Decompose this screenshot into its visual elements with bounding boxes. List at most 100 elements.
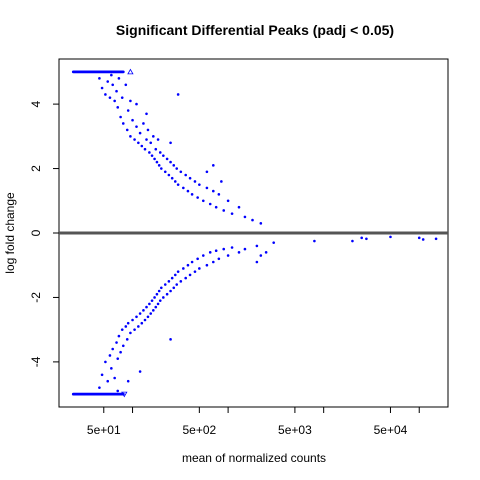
- data-point: [148, 302, 151, 306]
- data-point: [222, 209, 226, 212]
- data-point: [186, 263, 190, 267]
- data-point: [160, 167, 163, 170]
- data-point: [169, 289, 172, 293]
- data-point: [157, 289, 161, 293]
- data-point: [104, 360, 107, 364]
- y-axis-label: log fold change: [3, 192, 17, 274]
- data-point: [259, 222, 263, 225]
- y-axis: -4 -2 0 2 4: [29, 100, 59, 367]
- data-point: [121, 344, 125, 348]
- data-point: [108, 354, 112, 357]
- data-point: [150, 154, 154, 157]
- data-point: [146, 128, 150, 132]
- data-point: [138, 312, 142, 315]
- x-tick-label: 5e+01: [87, 423, 121, 437]
- data-point: [110, 73, 113, 77]
- data-point: [212, 164, 215, 167]
- data-point: [193, 270, 197, 273]
- data-point: [272, 241, 276, 244]
- data-point: [188, 273, 192, 277]
- data-point: [190, 193, 194, 196]
- data-point: [108, 96, 112, 99]
- data-point: [152, 135, 155, 138]
- data-point: [186, 189, 190, 193]
- y-tick-label: -2: [29, 292, 43, 303]
- data-point: [230, 246, 234, 249]
- data-point: [163, 283, 167, 286]
- data-point: [133, 138, 136, 141]
- data-point: [170, 176, 174, 180]
- data-point: [111, 83, 115, 87]
- data-point: [111, 347, 115, 351]
- data-point: [154, 147, 158, 151]
- data-point: [243, 215, 247, 219]
- data-point: [198, 183, 201, 186]
- data-point: [119, 350, 122, 354]
- data-point: [201, 254, 205, 257]
- data-point: [165, 157, 169, 161]
- x-tick-label: 5e+04: [374, 423, 408, 437]
- data-point: [145, 305, 148, 309]
- data-point: [143, 147, 147, 151]
- data-point: [176, 183, 180, 186]
- data-point: [135, 125, 138, 128]
- data-point: [116, 357, 120, 360]
- data-point: [360, 236, 363, 240]
- data-point: [149, 141, 153, 145]
- data-point: [205, 186, 209, 190]
- data-point: [152, 309, 155, 312]
- data-point: [201, 199, 205, 203]
- data-point: [237, 251, 241, 254]
- data-point: [208, 202, 212, 206]
- data-point: [135, 102, 138, 106]
- data-point: [110, 367, 113, 370]
- data-point: [131, 118, 134, 122]
- data-point: [98, 77, 101, 80]
- y-tick-label: 0: [29, 229, 43, 236]
- data-point: [434, 237, 438, 241]
- data-point: [145, 138, 148, 141]
- data-point: [142, 122, 145, 125]
- data-point: [176, 270, 180, 273]
- data-point: [158, 299, 162, 302]
- data-point: [115, 89, 118, 93]
- data-point: [163, 170, 167, 174]
- data-point: [148, 151, 151, 154]
- data-point: [205, 170, 209, 174]
- data-point: [255, 260, 259, 264]
- data-point: [137, 325, 140, 328]
- data-point: [222, 247, 226, 251]
- data-point: [264, 251, 268, 254]
- data-point: [156, 138, 160, 141]
- data-point: [190, 260, 194, 264]
- data-point: [196, 257, 199, 261]
- data-point: [212, 189, 215, 193]
- chart-title: Significant Differential Peaks (padj < 0…: [116, 22, 394, 38]
- data-point: [124, 83, 128, 87]
- data-point: [259, 254, 263, 257]
- data-point: [155, 292, 159, 296]
- data-point: [138, 370, 142, 373]
- data-point: [125, 338, 129, 341]
- data-point: [157, 164, 161, 167]
- data-point: [120, 96, 124, 99]
- data-point: [145, 112, 148, 116]
- data-point: [126, 379, 130, 383]
- data-point: [137, 141, 140, 145]
- data-point: [193, 180, 197, 183]
- data-point: [162, 296, 165, 299]
- data-point: [173, 180, 177, 183]
- data-point: [220, 180, 223, 183]
- data-point: [120, 328, 124, 331]
- data-point: [169, 160, 172, 164]
- data-point: [173, 273, 177, 277]
- data-point: [237, 205, 241, 209]
- data-point: [255, 244, 259, 248]
- data-point: [146, 315, 150, 319]
- data-point: [150, 299, 154, 302]
- data-point: [230, 212, 234, 215]
- x-axis: 5e+01 5e+02 5e+03 5e+04: [87, 407, 420, 437]
- data-point: [106, 379, 110, 383]
- data-point: [140, 144, 144, 148]
